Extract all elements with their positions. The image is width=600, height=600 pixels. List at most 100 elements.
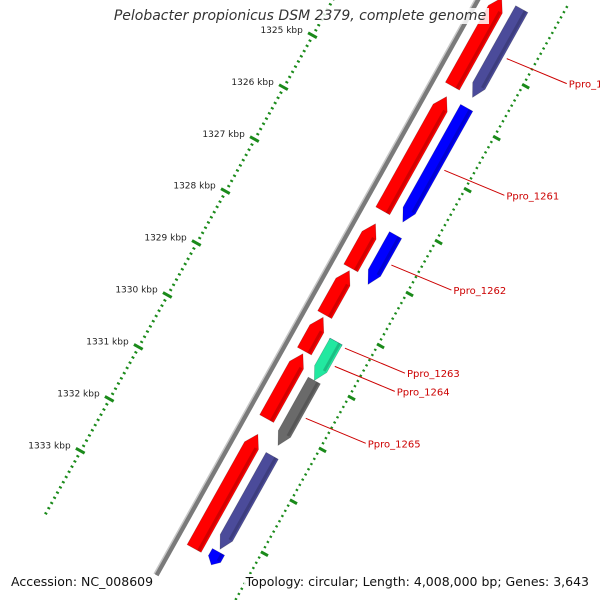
inner-minor-tick xyxy=(547,36,551,40)
scale-minor-tick xyxy=(235,168,240,173)
genome-summary-text: Topology: circular; Length: 4,008,000 bp… xyxy=(243,574,591,589)
gene-label[interactable]: Ppro_1261 xyxy=(506,191,559,202)
scale-major-tick xyxy=(249,135,260,143)
inner-minor-tick xyxy=(254,561,258,565)
scale-minor-tick xyxy=(258,127,263,131)
inner-minor-tick xyxy=(423,260,427,263)
inner-minor-tick xyxy=(362,369,366,373)
forward-gene xyxy=(317,270,351,320)
gene-label[interactable]: Ppro_1264 xyxy=(397,387,450,398)
inner-major-tick xyxy=(289,498,298,506)
forward-gene-shade xyxy=(455,11,502,90)
inner-minor-tick xyxy=(440,228,444,232)
scale-major-tick xyxy=(307,31,318,39)
inner-minor-tick xyxy=(478,161,482,165)
scale-tick-label: 1325 kbp xyxy=(260,26,303,36)
inner-minor-tick xyxy=(385,327,389,331)
inner-minor-tick xyxy=(257,556,261,560)
scale-minor-tick xyxy=(163,298,167,303)
inner-major-tick xyxy=(463,186,472,194)
reverse-gene xyxy=(313,337,343,382)
scale-minor-tick xyxy=(197,236,202,240)
scale-minor-tick xyxy=(255,132,260,136)
scale-minor-tick xyxy=(58,485,63,490)
scale-minor-tick xyxy=(276,96,280,100)
scale-minor-tick xyxy=(134,350,138,354)
inner-minor-tick xyxy=(359,374,363,378)
scale-minor-tick xyxy=(180,267,185,271)
scale-major-tick xyxy=(75,447,86,455)
forward-gene xyxy=(259,353,304,423)
gene-label[interactable]: Ppro_1260 xyxy=(569,80,600,91)
reverse-gene-shade xyxy=(228,457,278,541)
gene-label[interactable]: Ppro_1265 xyxy=(368,439,421,450)
inner-minor-tick xyxy=(399,301,403,305)
inner-minor-tick xyxy=(309,462,313,466)
inner-minor-tick xyxy=(396,306,401,310)
scale-tick-label: 1333 kbp xyxy=(28,441,71,451)
inner-minor-tick xyxy=(489,140,493,144)
scale-minor-tick xyxy=(328,2,333,6)
forward-gene-shade xyxy=(353,236,375,272)
scale-tick-label: 1330 kbp xyxy=(115,286,158,296)
reverse-gene xyxy=(277,376,321,446)
inner-minor-tick xyxy=(356,379,360,383)
scale-minor-tick xyxy=(46,506,51,510)
inner-minor-tick xyxy=(402,296,406,300)
inner-minor-tick xyxy=(550,31,554,35)
scale-minor-tick xyxy=(128,361,132,365)
inner-minor-tick xyxy=(469,176,473,180)
reverse-gene-shade xyxy=(216,553,224,562)
inner-major-tick xyxy=(318,446,327,454)
inner-minor-tick xyxy=(341,405,345,409)
inner-minor-tick xyxy=(388,322,392,326)
scale-minor-tick xyxy=(96,418,100,422)
inner-minor-tick xyxy=(295,488,299,492)
reverse-gene xyxy=(219,451,279,550)
scale-tick-label: 1329 kbp xyxy=(144,234,187,244)
inner-minor-tick xyxy=(431,244,435,248)
accession-text: Accession: NC_008609 xyxy=(9,574,156,589)
inner-minor-tick xyxy=(274,524,279,528)
scale-minor-tick xyxy=(154,314,158,318)
inner-minor-tick xyxy=(306,467,311,471)
scale-minor-tick xyxy=(299,54,304,58)
scale-minor-tick xyxy=(105,402,109,406)
scale-minor-tick xyxy=(64,475,68,479)
scale-tick-label: 1328 kbp xyxy=(173,182,216,192)
inner-minor-tick xyxy=(417,270,421,274)
reverse-gene-shade xyxy=(376,236,401,276)
reverse-gene xyxy=(402,103,474,223)
scale-minor-tick xyxy=(273,101,277,105)
inner-minor-tick xyxy=(321,441,325,445)
forward-gene-shade xyxy=(385,109,446,215)
scale-minor-tick xyxy=(81,444,86,448)
accession-label: Accession: NC_008609 xyxy=(9,574,156,589)
gene-labels-layer: Ppro_1260 Ppro_1261 Ppro_1262 Ppro_1263 Ppro… xyxy=(305,58,600,450)
gene-label[interactable]: Ppro_1262 xyxy=(453,286,506,297)
inner-minor-tick xyxy=(504,114,508,118)
inner-minor-tick xyxy=(425,254,430,258)
inner-minor-tick xyxy=(327,431,331,435)
scale-minor-tick xyxy=(244,153,248,157)
scale-tick-label: 1331 kbp xyxy=(86,338,129,348)
gene-label[interactable]: Ppro_1263 xyxy=(407,369,460,380)
inner-minor-tick xyxy=(382,332,386,336)
inner-minor-tick xyxy=(437,234,441,238)
inner-major-tick xyxy=(492,134,501,142)
inner-minor-tick xyxy=(353,384,357,388)
inner-minor-tick xyxy=(272,530,276,534)
scale-minor-tick xyxy=(177,272,182,277)
reverse-gene-shade xyxy=(322,342,341,372)
inner-minor-tick xyxy=(472,171,476,175)
inner-minor-tick xyxy=(518,88,522,92)
inner-minor-tick xyxy=(536,57,540,61)
inner-minor-tick xyxy=(510,104,514,108)
scale-minor-tick xyxy=(250,142,254,147)
inner-minor-tick xyxy=(335,415,340,419)
scale-major-tick xyxy=(133,343,144,351)
scale-minor-tick xyxy=(203,226,208,230)
inner-major-tick xyxy=(376,342,385,350)
scale-minor-tick xyxy=(93,423,98,427)
